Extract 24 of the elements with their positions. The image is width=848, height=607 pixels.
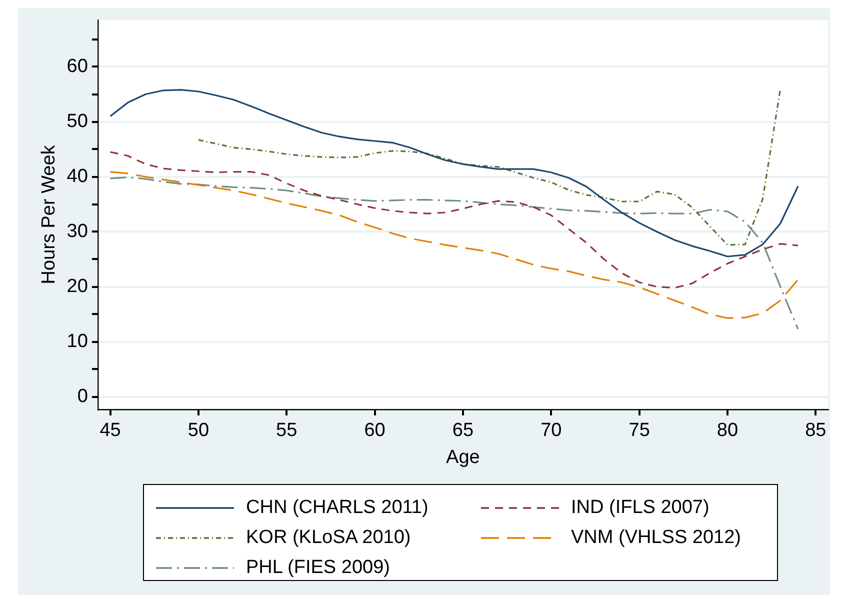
x-tick-label: 75 <box>628 420 650 442</box>
y-axis-title: Hours Per Week <box>38 144 60 284</box>
line-series <box>109 151 799 289</box>
legend-label: PHL (FIES 2009) <box>246 557 390 579</box>
y-tick-label: 0 <box>77 386 88 407</box>
y-tick-label: 10 <box>66 330 88 352</box>
x-tick-label: 80 <box>716 420 738 442</box>
legend-label: CHN (CHARLS 2011) <box>246 497 428 519</box>
y-tick-label: 30 <box>66 220 88 242</box>
x-tick-label: 70 <box>540 420 562 442</box>
x-tick-label: 50 <box>188 420 210 442</box>
y-tick-label: 20 <box>66 276 88 297</box>
x-tick-label: 60 <box>364 420 386 442</box>
x-tick-label: 65 <box>452 420 474 442</box>
legend-label: KOR (KLoSA 2010) <box>246 527 411 549</box>
x-tick-label: 85 <box>805 420 826 442</box>
x-tick-label: 55 <box>276 420 298 442</box>
legend-label: VNM (VHLSS 2012) <box>571 527 742 549</box>
y-tick-label: 50 <box>66 110 88 132</box>
x-tick-label: 45 <box>100 420 121 442</box>
legend-label: IND (IFLS 2007) <box>571 497 710 519</box>
y-tick-label: 40 <box>66 166 88 187</box>
x-axis-title: Age <box>446 446 480 468</box>
y-tick-label: 60 <box>66 56 88 77</box>
